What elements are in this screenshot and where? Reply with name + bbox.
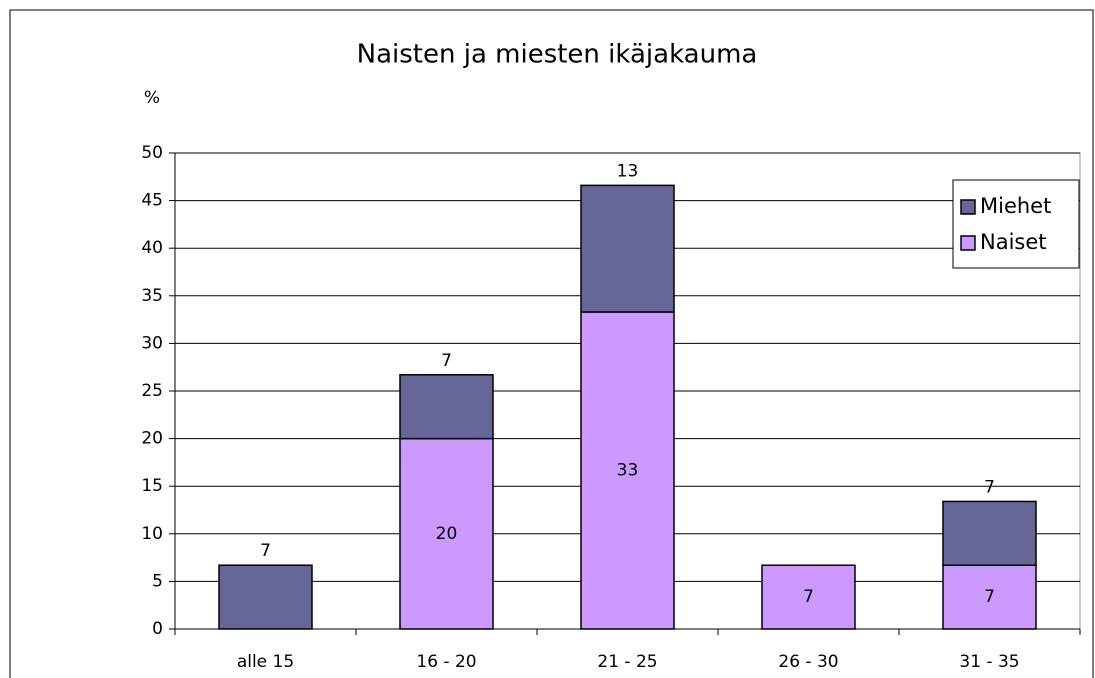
x-tick-label: 26 - 30	[778, 652, 838, 672]
data-label: 7	[260, 541, 271, 561]
y-tick-label: 20	[141, 429, 163, 449]
y-tick-label: 40	[141, 238, 163, 258]
legend-swatch	[960, 199, 976, 215]
x-tick-label: alle 15	[237, 652, 294, 672]
x-tick-label: 31 - 35	[959, 652, 1019, 672]
data-label: 7	[441, 351, 452, 371]
data-label: 13	[617, 161, 639, 181]
chart-frame	[9, 9, 1094, 678]
y-tick-label: 5	[152, 571, 163, 591]
data-label: 7	[984, 587, 995, 607]
data-label: 7	[984, 477, 995, 497]
data-label: 20	[436, 524, 458, 544]
y-tick-label: 0	[152, 619, 163, 639]
data-label: 7	[803, 587, 814, 607]
y-tick-label: 15	[141, 476, 163, 496]
legend-box	[952, 179, 1080, 269]
legend-label: Miehet	[980, 194, 1051, 218]
bar-segment	[580, 311, 675, 630]
y-axis-label: %	[144, 88, 160, 108]
bar-segment	[942, 500, 1037, 566]
y-tick-label: 35	[141, 286, 163, 306]
y-tick-label: 25	[141, 381, 163, 401]
y-tick-label: 10	[141, 524, 163, 544]
bar-segment	[218, 564, 313, 630]
y-tick-label: 45	[141, 191, 163, 211]
data-label: 33	[617, 460, 639, 480]
bar-segment	[399, 437, 494, 630]
chart-title: Naisten ja miesten ikäjakauma	[357, 40, 758, 70]
legend-swatch	[960, 235, 976, 251]
bar-segment	[942, 564, 1037, 630]
y-tick-label: 50	[141, 143, 163, 163]
bar-segment	[399, 374, 494, 440]
bar-segment	[761, 564, 856, 630]
bar-segment	[580, 184, 675, 313]
x-tick-label: 21 - 25	[597, 652, 657, 672]
legend-label: Naiset	[980, 230, 1047, 254]
x-tick-label: 16 - 20	[416, 652, 476, 672]
y-tick-label: 30	[141, 333, 163, 353]
